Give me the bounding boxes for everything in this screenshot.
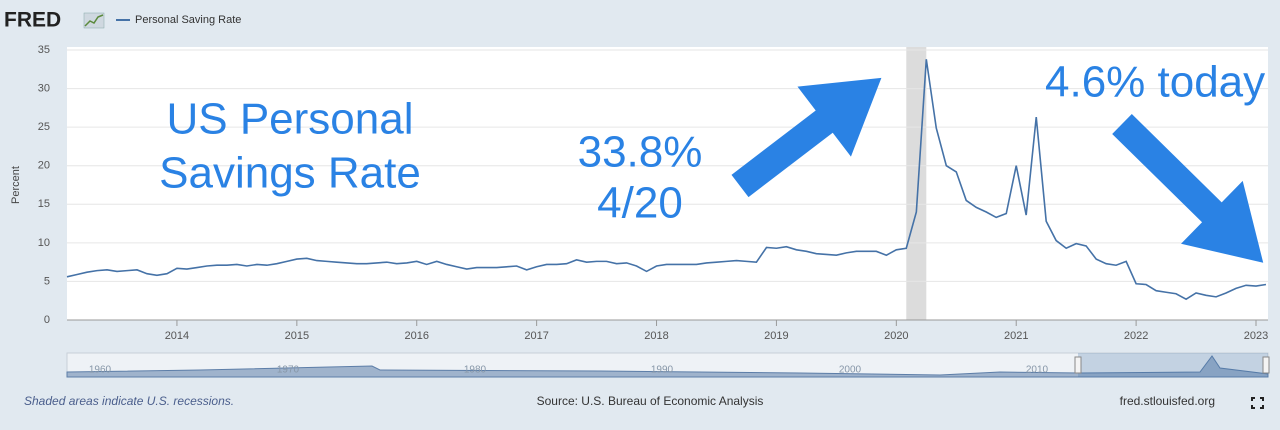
x-tick-label: 2015 <box>285 330 309 342</box>
x-tick-label: 2021 <box>1004 330 1028 342</box>
x-tick-label: 2022 <box>1124 330 1148 342</box>
footer-site: fred.stlouisfed.org <box>1120 394 1215 408</box>
logo-icon <box>83 12 105 29</box>
arrow <box>731 77 882 198</box>
y-tick-label: 25 <box>38 121 50 133</box>
y-tick-label: 10 <box>38 237 50 249</box>
navigator <box>66 352 1270 378</box>
navigator-label: 1970 <box>277 365 300 376</box>
plot-area <box>67 47 1268 320</box>
fullscreen-button[interactable] <box>1251 397 1264 409</box>
plot: 0 5 10 15 20 25 30 35 2014 2015 2016 2017 2018 2019 20… <box>38 44 1269 342</box>
arrow <box>1112 114 1264 263</box>
logo: FRED <box>4 9 61 32</box>
x-tick-label: 2016 <box>404 330 428 342</box>
x-tick-label: 2020 <box>884 330 908 342</box>
navigator-label: 2000 <box>839 365 862 376</box>
footer-source: Source: U.S. Bureau of Economic Analysis <box>537 394 764 408</box>
y-tick-label: 15 <box>38 198 50 210</box>
x-tick-label: 2014 <box>165 330 189 342</box>
y-tick-label: 0 <box>44 314 50 326</box>
y-tick-label: 5 <box>44 275 50 287</box>
recession-band <box>906 47 927 320</box>
y-tick-label: 35 <box>38 44 50 56</box>
x-tick-label: 2023 <box>1244 330 1268 342</box>
annotation: 33.8% <box>578 128 703 177</box>
navigator-label: 1990 <box>651 365 674 376</box>
navigator-label: 2010 <box>1026 365 1049 376</box>
navigator-label: 1960 <box>89 365 112 376</box>
x-tick-label: 2017 <box>524 330 548 342</box>
y-tick-label: 20 <box>38 160 50 172</box>
annotation: Savings Rate <box>159 149 421 198</box>
y-axis-label: Percent <box>10 166 22 204</box>
navigator-label: 1980 <box>464 365 487 376</box>
annotation: 4.6% today <box>1045 58 1265 107</box>
y-tick-label: 30 <box>38 82 50 94</box>
footer-note: Shaded areas indicate U.S. recessions. <box>24 394 234 408</box>
series-line <box>66 59 1267 301</box>
legend-label: Personal Saving Rate <box>135 14 241 26</box>
x-tick-label: 2018 <box>644 330 668 342</box>
annotation: US Personal <box>166 95 413 144</box>
x-tick-label: 2019 <box>764 330 788 342</box>
annotation: 4/20 <box>597 179 683 228</box>
